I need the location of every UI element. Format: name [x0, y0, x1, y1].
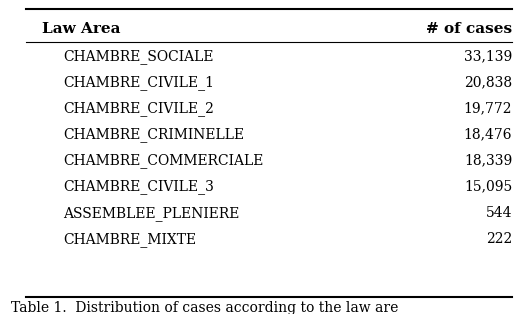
Text: 33,139: 33,139	[464, 49, 512, 63]
Text: ASSEMBLEE_PLENIERE: ASSEMBLEE_PLENIERE	[63, 206, 240, 220]
Text: 544: 544	[486, 206, 512, 220]
Text: 222: 222	[486, 232, 512, 246]
Text: 15,095: 15,095	[464, 180, 512, 194]
Text: Law Area: Law Area	[42, 22, 121, 36]
Text: 18,339: 18,339	[464, 154, 512, 168]
Text: 18,476: 18,476	[464, 127, 512, 142]
Text: CHAMBRE_CIVILE_3: CHAMBRE_CIVILE_3	[63, 180, 214, 194]
Text: Table 1.  Distribution of cases according to the law are: Table 1. Distribution of cases according…	[11, 301, 398, 314]
Text: CHAMBRE_CRIMINELLE: CHAMBRE_CRIMINELLE	[63, 127, 244, 142]
Text: CHAMBRE_MIXTE: CHAMBRE_MIXTE	[63, 232, 196, 246]
Text: CHAMBRE_CIVILE_1: CHAMBRE_CIVILE_1	[63, 75, 214, 90]
Text: 20,838: 20,838	[464, 75, 512, 89]
Text: # of cases: # of cases	[426, 22, 512, 36]
Text: 19,772: 19,772	[464, 101, 512, 116]
Text: CHAMBRE_SOCIALE: CHAMBRE_SOCIALE	[63, 49, 214, 64]
Text: CHAMBRE_CIVILE_2: CHAMBRE_CIVILE_2	[63, 101, 214, 116]
Text: CHAMBRE_COMMERCIALE: CHAMBRE_COMMERCIALE	[63, 154, 263, 168]
